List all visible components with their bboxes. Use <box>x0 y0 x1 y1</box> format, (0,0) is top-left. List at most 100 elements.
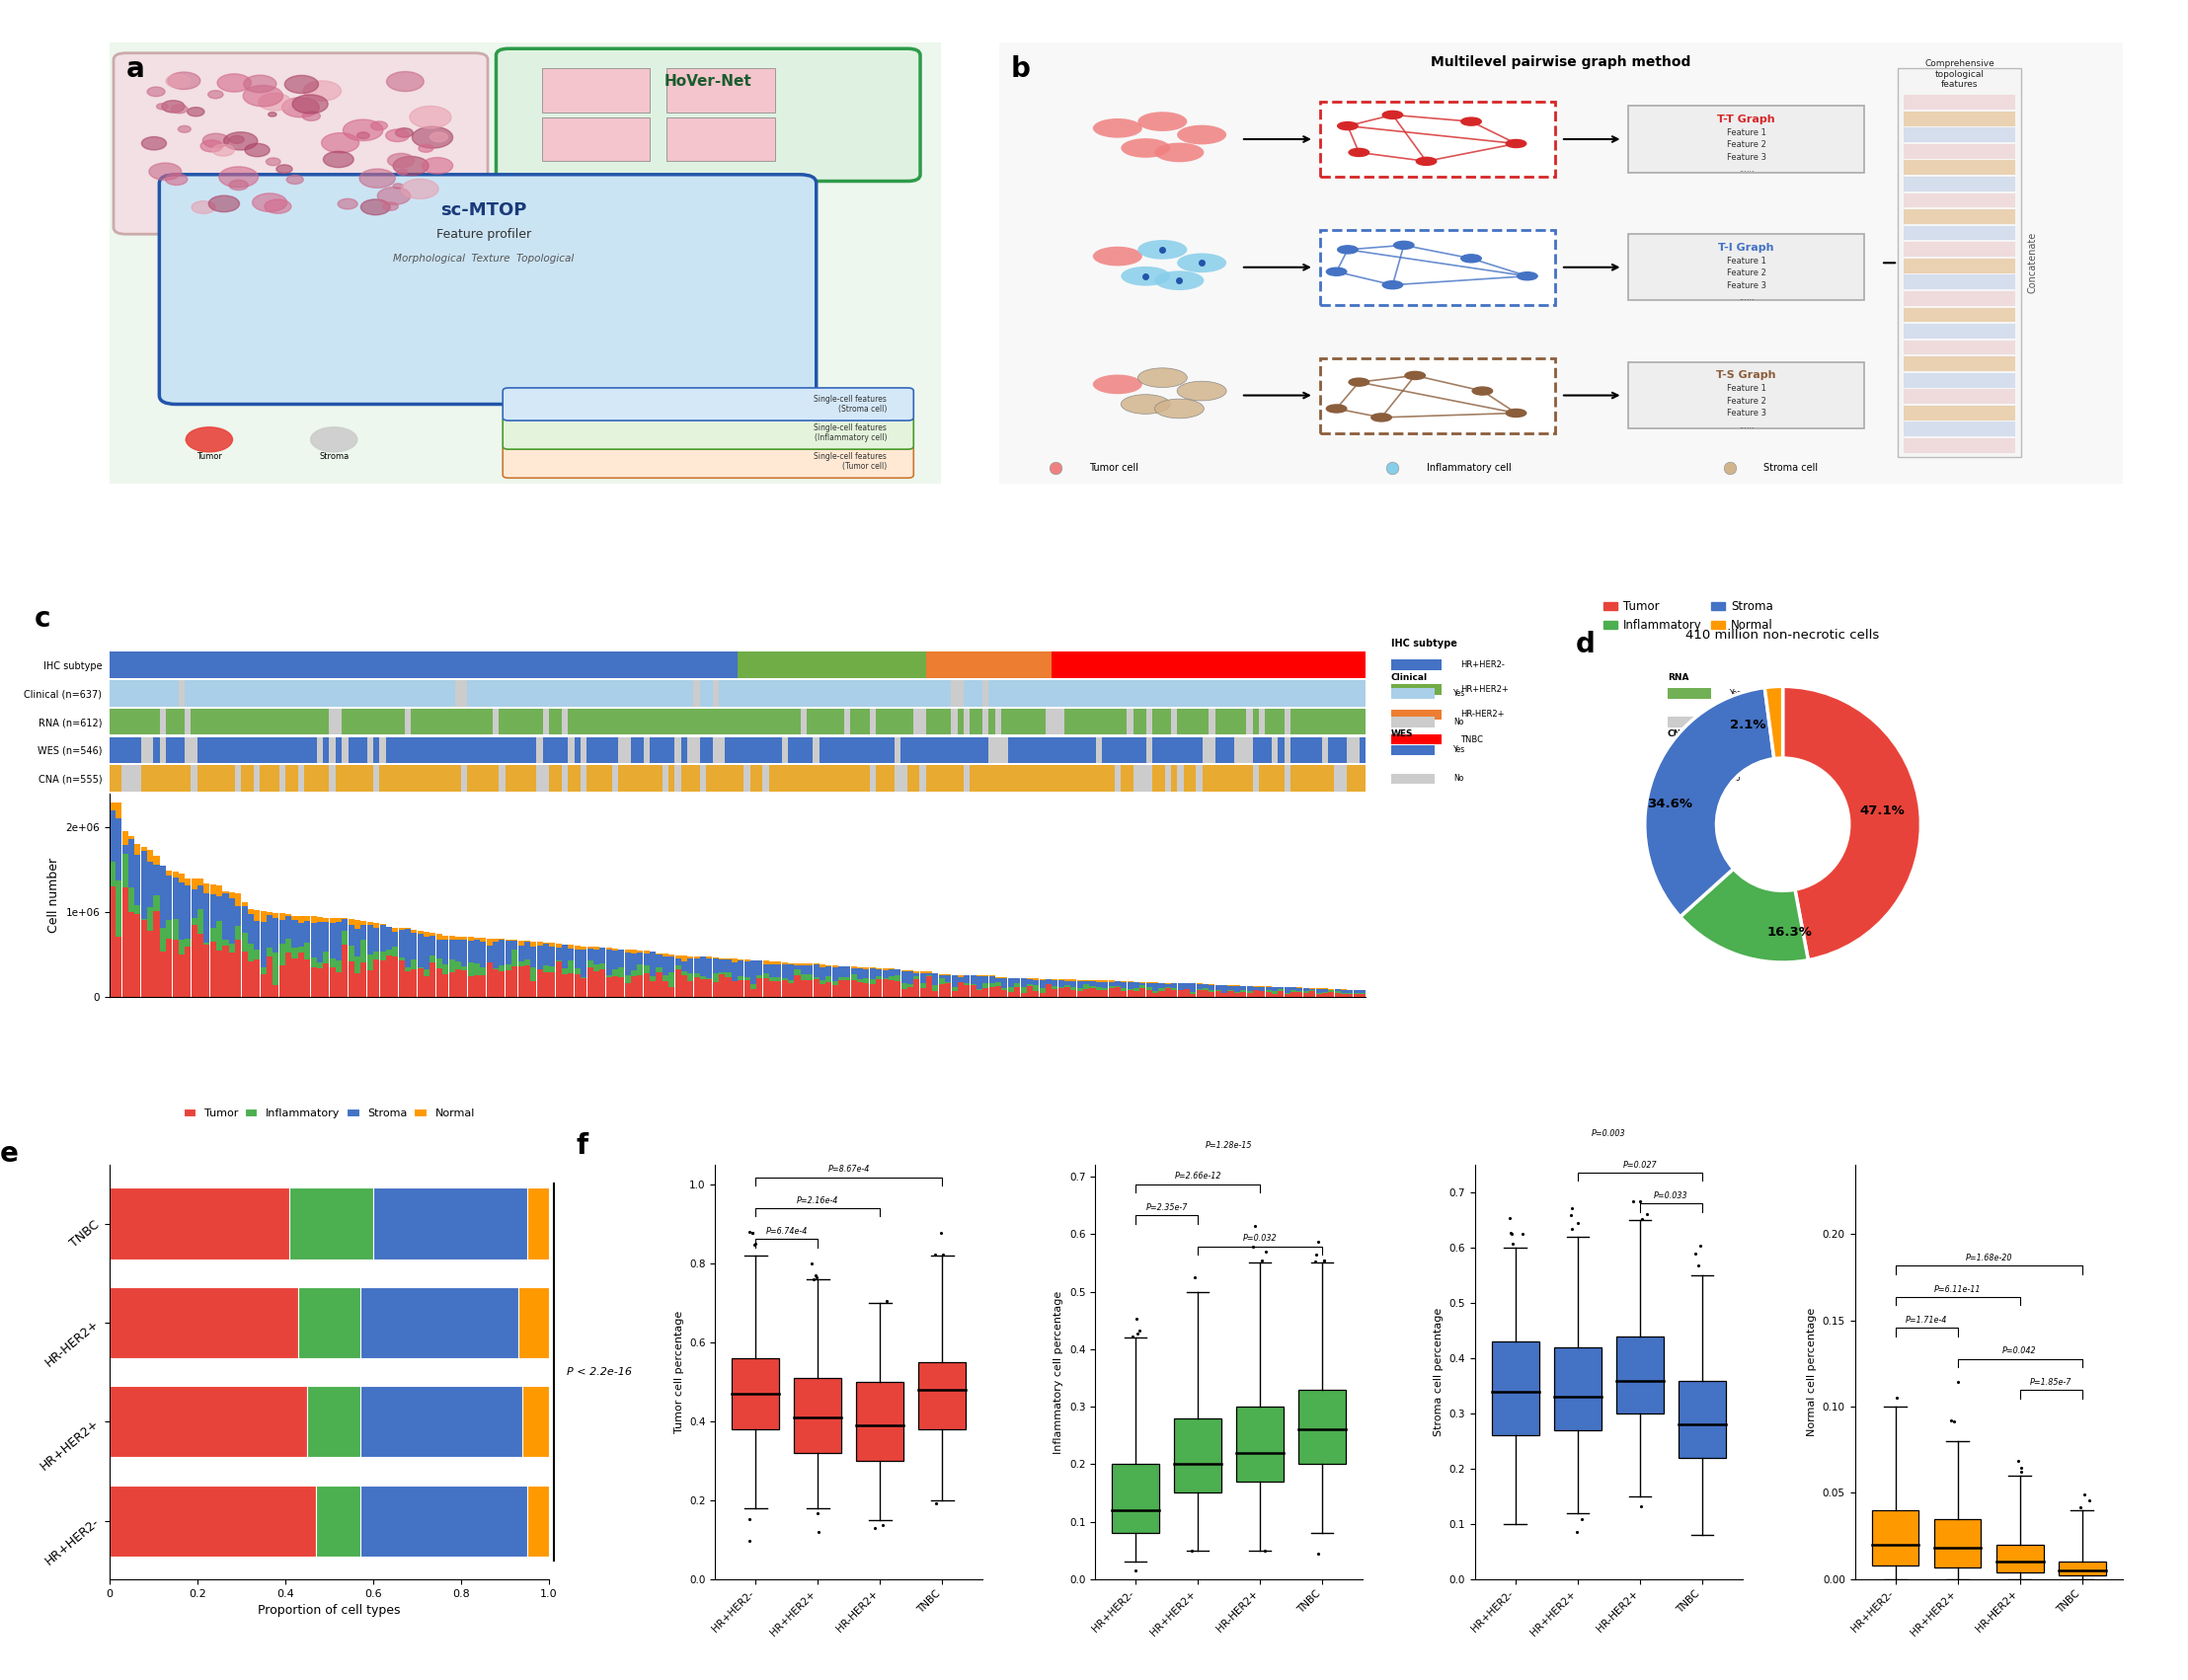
Bar <box>895 709 901 734</box>
Bar <box>757 652 764 679</box>
Bar <box>593 971 600 996</box>
Bar <box>750 959 757 984</box>
Bar <box>398 958 405 961</box>
Bar <box>203 944 210 996</box>
Bar <box>284 914 291 916</box>
Bar <box>825 964 831 966</box>
Bar <box>328 709 335 734</box>
Bar <box>963 680 969 706</box>
Bar <box>147 862 153 907</box>
Bar <box>794 966 801 969</box>
Bar <box>1258 680 1265 706</box>
Bar <box>354 709 361 734</box>
Bar <box>1617 1336 1663 1413</box>
Text: Yes: Yes <box>1731 746 1742 754</box>
Text: Yes: Yes <box>1453 689 1466 697</box>
Bar <box>1164 766 1171 791</box>
Bar <box>851 766 858 791</box>
Text: T-T Graph: T-T Graph <box>1718 114 1774 124</box>
Bar <box>324 709 330 734</box>
Bar <box>845 738 851 763</box>
Bar <box>291 959 298 996</box>
Bar <box>895 680 901 706</box>
Bar <box>694 766 700 791</box>
Bar <box>1120 652 1127 679</box>
Bar <box>875 738 882 763</box>
Text: No: No <box>1453 774 1464 783</box>
Bar <box>731 981 737 996</box>
Circle shape <box>1405 371 1424 380</box>
Bar <box>1133 652 1140 679</box>
Bar <box>328 766 335 791</box>
Bar <box>1147 766 1153 791</box>
Bar <box>1904 96 2015 109</box>
Bar <box>1033 652 1039 679</box>
Bar <box>543 973 549 996</box>
Bar <box>1190 738 1197 763</box>
Circle shape <box>1120 267 1171 286</box>
Bar <box>109 680 116 706</box>
Bar <box>1221 986 1227 993</box>
Text: Inflammatory cell: Inflammatory cell <box>1427 464 1512 474</box>
Bar <box>700 738 707 763</box>
Bar <box>1127 680 1133 706</box>
Text: sc-MTOP: sc-MTOP <box>440 202 527 218</box>
Bar <box>190 889 197 917</box>
Bar <box>486 939 492 946</box>
Bar <box>1265 709 1271 734</box>
Bar <box>298 1287 361 1357</box>
Bar <box>203 652 210 679</box>
Circle shape <box>243 76 276 92</box>
Bar <box>939 984 945 996</box>
Bar <box>788 709 794 734</box>
Bar <box>1133 766 1140 791</box>
Bar <box>449 738 455 763</box>
Bar <box>1114 766 1120 791</box>
Bar <box>1308 709 1315 734</box>
Bar <box>217 738 223 763</box>
Bar <box>1020 680 1026 706</box>
Bar <box>1015 978 1020 983</box>
Bar <box>1070 709 1076 734</box>
Bar <box>543 652 549 679</box>
Text: Yes: Yes <box>1731 689 1742 697</box>
Bar <box>733 1359 779 1430</box>
Bar <box>254 949 260 959</box>
Bar <box>1258 652 1265 679</box>
Bar <box>707 958 713 978</box>
Bar <box>556 738 562 763</box>
Bar <box>1164 680 1171 706</box>
Bar <box>335 961 341 973</box>
Bar <box>580 978 586 996</box>
Bar <box>674 958 680 964</box>
Bar <box>284 652 291 679</box>
Bar <box>1904 144 2015 158</box>
Bar <box>298 916 304 922</box>
Bar <box>1112 1465 1160 1534</box>
Bar <box>1258 986 1265 991</box>
Bar <box>462 652 468 679</box>
Bar <box>1319 101 1556 176</box>
Bar <box>996 978 1002 983</box>
Bar <box>536 946 543 969</box>
Bar <box>499 652 505 679</box>
Bar <box>1352 680 1359 706</box>
Text: P=2.16e-4: P=2.16e-4 <box>796 1196 838 1205</box>
Bar <box>825 709 831 734</box>
Bar <box>311 968 317 996</box>
Circle shape <box>357 133 370 139</box>
Bar <box>1234 652 1241 679</box>
Bar <box>223 894 228 939</box>
Text: Stroma cell: Stroma cell <box>1764 464 1818 474</box>
Bar <box>1009 991 1013 996</box>
Bar <box>764 961 768 964</box>
Bar <box>254 680 260 706</box>
Bar <box>368 709 374 734</box>
Bar <box>492 942 499 968</box>
Bar <box>1120 709 1127 734</box>
Bar <box>1284 652 1291 679</box>
Bar <box>1164 652 1171 679</box>
Bar <box>241 902 247 906</box>
Bar <box>274 953 278 986</box>
Bar <box>989 709 996 734</box>
